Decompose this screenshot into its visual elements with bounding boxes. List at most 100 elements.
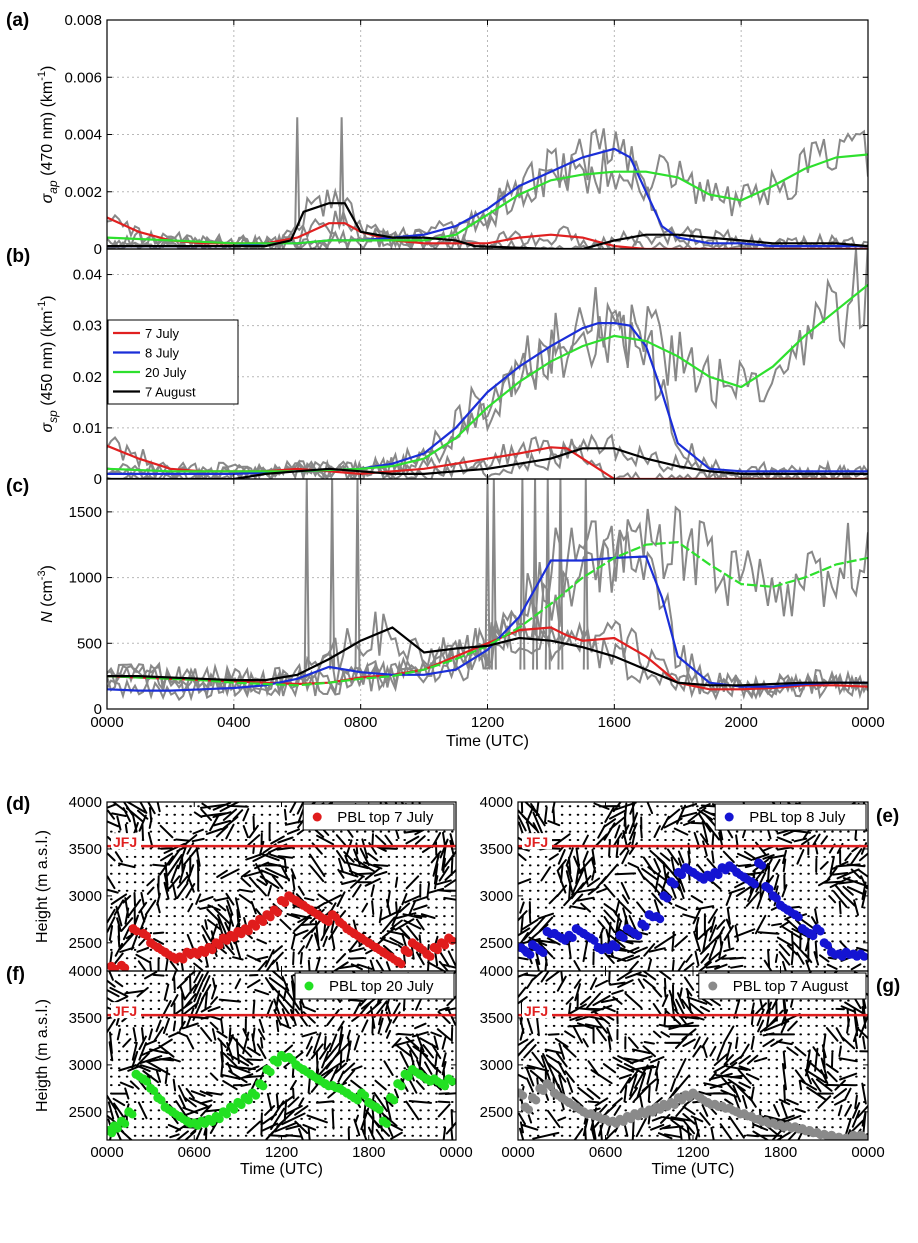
pbl-point <box>382 1119 391 1128</box>
pbl-point <box>324 917 333 927</box>
pbl-point <box>670 880 679 889</box>
pbl-point <box>750 880 760 889</box>
jfj-label: JFJ <box>113 1003 137 1019</box>
pbl-point <box>765 884 774 894</box>
pbl-point <box>258 917 268 927</box>
pbl-point <box>266 912 275 922</box>
panel-label: (d) <box>6 794 30 815</box>
legend-entry: 7 July <box>145 326 179 341</box>
raw-spike <box>329 479 336 670</box>
pbl-point <box>120 963 130 971</box>
y-tick-label: 1500 <box>69 504 102 521</box>
legend: PBL top 8 July <box>714 803 867 831</box>
legend-marker <box>724 812 734 822</box>
pbl-point <box>128 1110 137 1119</box>
y-axis-label: N (cm-3) <box>36 565 56 623</box>
y-tick-label: 4000 <box>480 794 513 811</box>
jfj-label-bg <box>111 833 141 850</box>
pbl-point <box>590 936 599 945</box>
legend: PBL top 7 August <box>698 972 867 1000</box>
pbl-point <box>670 1100 679 1110</box>
y-tick-label: 0.04 <box>73 267 102 284</box>
panel-label: (a) <box>6 10 29 31</box>
jfj-label: JFJ <box>113 834 137 850</box>
y-tick-label: 3500 <box>69 841 102 858</box>
raw-spike <box>582 479 589 670</box>
legend: PBL top 7 July <box>302 803 455 831</box>
y-tick-label: 0 <box>94 241 102 258</box>
pbl-point <box>280 898 290 908</box>
panel-label: (e) <box>876 806 899 827</box>
y-tick-label: 3000 <box>480 1057 513 1074</box>
raw-spike <box>303 479 310 670</box>
pbl-point <box>440 941 450 950</box>
legend-entry: 8 July <box>145 346 179 361</box>
series-line <box>107 202 868 249</box>
pbl-point <box>655 914 665 924</box>
y-tick-label: 0.006 <box>64 69 102 86</box>
y-tick-label: 0.008 <box>64 12 102 29</box>
pbl-point <box>244 1096 253 1105</box>
y-axis-label: σsp (450 nm) (km-1) <box>36 295 60 432</box>
pbl-point <box>612 943 621 952</box>
data-area: JFJ <box>518 971 868 1140</box>
pbl-point <box>404 1072 413 1081</box>
legend-box <box>714 803 867 831</box>
data-area: JFJ <box>107 971 456 1140</box>
x-tick-label: 1200 <box>265 1144 298 1161</box>
y-tick-label: 2500 <box>480 935 513 952</box>
legend-entry: PBL top 8 July <box>749 809 846 826</box>
pbl-point <box>149 1086 159 1096</box>
pbl-point <box>389 1096 399 1105</box>
y-tick-label: 0.004 <box>64 127 102 144</box>
y-tick-label: 0.03 <box>73 318 102 335</box>
panel-d: JFJ 4000 3500 3000 2500 Height (m a.s.l.) PBL … <box>6 794 457 972</box>
raw-spike <box>557 479 564 670</box>
x-tick-label: 0000 <box>439 1144 472 1161</box>
y-tick-label: 4000 <box>69 794 102 811</box>
y-tick-label: 1000 <box>69 570 102 587</box>
x-tick-label: 1800 <box>352 1144 385 1161</box>
pbl-point <box>360 1091 370 1100</box>
y-tick-label: 0 <box>94 471 102 488</box>
pbl-point <box>353 1096 362 1105</box>
y-axis-label: Height (m a.s.l.) <box>34 830 51 943</box>
pbl-point <box>251 922 261 931</box>
pbl-point <box>273 908 282 917</box>
pbl-point <box>375 1105 384 1114</box>
x-tick-label: 1600 <box>598 714 631 731</box>
legend-entry: PBL top 20 July <box>329 978 434 995</box>
raw-spike <box>354 479 361 670</box>
x-axis-label: Time (UTC) <box>446 733 529 750</box>
pbl-point <box>641 922 650 931</box>
y-tick-label: 3500 <box>69 1010 102 1027</box>
pbl-point <box>860 1133 868 1140</box>
pbl-point <box>251 1091 261 1100</box>
pbl-point <box>633 931 643 941</box>
pbl-point <box>823 941 832 950</box>
panel-g: JFJ 4000 3500 3000 2500 0000 0600 1200 1800 0000 T… <box>480 963 901 1178</box>
pbl-point <box>404 948 413 958</box>
panel-c: 0 500 1000 1500 0000 0400 0800 1200 1600 2000 0000… <box>6 476 885 750</box>
y-tick-label: 2500 <box>69 935 102 952</box>
x-axis-label: Time (UTC) <box>652 1161 735 1178</box>
raw-spike <box>490 479 497 670</box>
x-tick-label: 0000 <box>90 714 123 731</box>
pbl-point <box>619 933 628 943</box>
y-axis-label: σap (470 nm) (km-1) <box>36 66 60 204</box>
pbl-point <box>524 1105 533 1114</box>
jfj-label: JFJ <box>524 1003 548 1019</box>
x-tick-label: 0600 <box>589 1144 622 1161</box>
legend-marker <box>708 981 718 991</box>
pbl-point <box>110 964 120 971</box>
pbl-point <box>142 1077 152 1086</box>
series-line <box>107 626 868 687</box>
pbl-point <box>222 1110 232 1119</box>
raw-spike <box>294 117 301 227</box>
pbl-point <box>518 1091 528 1100</box>
raw-spike <box>532 479 539 670</box>
pbl-point <box>757 861 767 870</box>
legend: 7 July 8 July 20 July 7 August <box>107 319 239 405</box>
y-tick-label: 4000 <box>69 963 102 980</box>
jfj-label-bg <box>522 1002 552 1019</box>
